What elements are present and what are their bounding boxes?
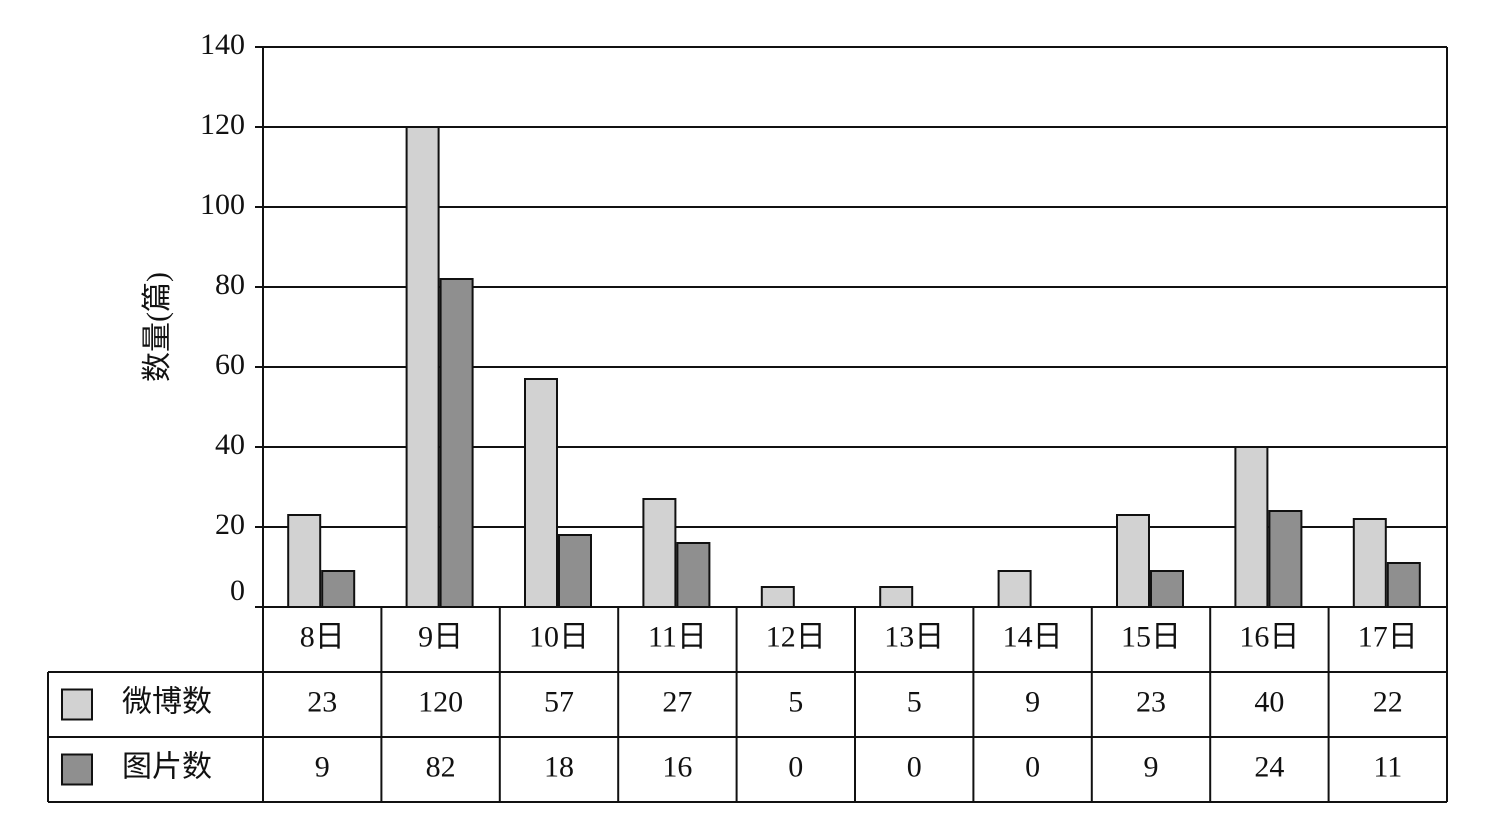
x-tick-label: 13日 <box>884 620 944 653</box>
bar <box>676 542 711 608</box>
table-value: 23 <box>1136 685 1166 718</box>
bar <box>287 514 322 608</box>
bar <box>760 586 795 608</box>
y-tick-label: 40 <box>215 428 245 461</box>
x-tick-label: 14日 <box>1003 620 1063 653</box>
table-value: 0 <box>788 750 803 783</box>
table-value: 9 <box>1025 685 1040 718</box>
x-tick-label: 12日 <box>766 620 826 653</box>
table-value: 0 <box>1025 750 1040 783</box>
bar <box>997 570 1032 608</box>
x-tick-label: 8日 <box>300 620 345 653</box>
table-value: 22 <box>1373 685 1403 718</box>
table-value: 0 <box>907 750 922 783</box>
x-tick-label: 11日 <box>648 620 707 653</box>
bar <box>405 126 440 608</box>
table-value: 120 <box>418 685 463 718</box>
bar <box>879 586 914 608</box>
bar <box>1234 446 1269 608</box>
bar <box>524 378 558 608</box>
y-tick-label: 0 <box>230 574 245 607</box>
table-value: 11 <box>1373 750 1402 783</box>
legend-swatch <box>61 688 93 721</box>
table-value: 27 <box>662 685 692 718</box>
legend-label: 图片数 <box>122 750 212 783</box>
legend-swatch <box>61 753 93 786</box>
bar <box>1116 514 1150 608</box>
legend-label: 微博数 <box>122 685 212 718</box>
y-tick-label: 120 <box>200 108 245 141</box>
x-tick-label: 15日 <box>1121 620 1181 653</box>
table-value: 24 <box>1254 750 1284 783</box>
y-tick-label: 20 <box>215 508 245 541</box>
bar <box>1386 562 1421 608</box>
y-axis-label: 数量(篇) <box>141 272 174 382</box>
table-value: 40 <box>1254 685 1284 718</box>
table-value: 5 <box>788 685 803 718</box>
table-value: 82 <box>426 750 456 783</box>
y-tick-label: 100 <box>200 188 245 221</box>
y-tick-label: 60 <box>215 348 245 381</box>
x-tick-label: 16日 <box>1239 620 1299 653</box>
x-tick-label: 9日 <box>418 620 463 653</box>
y-tick-label: 140 <box>200 28 245 61</box>
bar <box>321 570 356 608</box>
bar <box>439 278 474 608</box>
table-value: 5 <box>907 685 922 718</box>
x-tick-label: 10日 <box>529 620 589 653</box>
bar <box>1150 570 1184 608</box>
x-tick-label: 17日 <box>1358 620 1418 653</box>
table-value: 16 <box>662 750 692 783</box>
table-value: 9 <box>315 750 330 783</box>
table-value: 18 <box>544 750 574 783</box>
bar <box>642 498 677 608</box>
table-value: 23 <box>307 685 337 718</box>
table-value: 57 <box>544 685 574 718</box>
bar <box>1352 518 1387 608</box>
y-tick-label: 80 <box>215 268 245 301</box>
bar <box>1268 510 1303 608</box>
table-value: 9 <box>1144 750 1159 783</box>
bar <box>558 534 592 608</box>
